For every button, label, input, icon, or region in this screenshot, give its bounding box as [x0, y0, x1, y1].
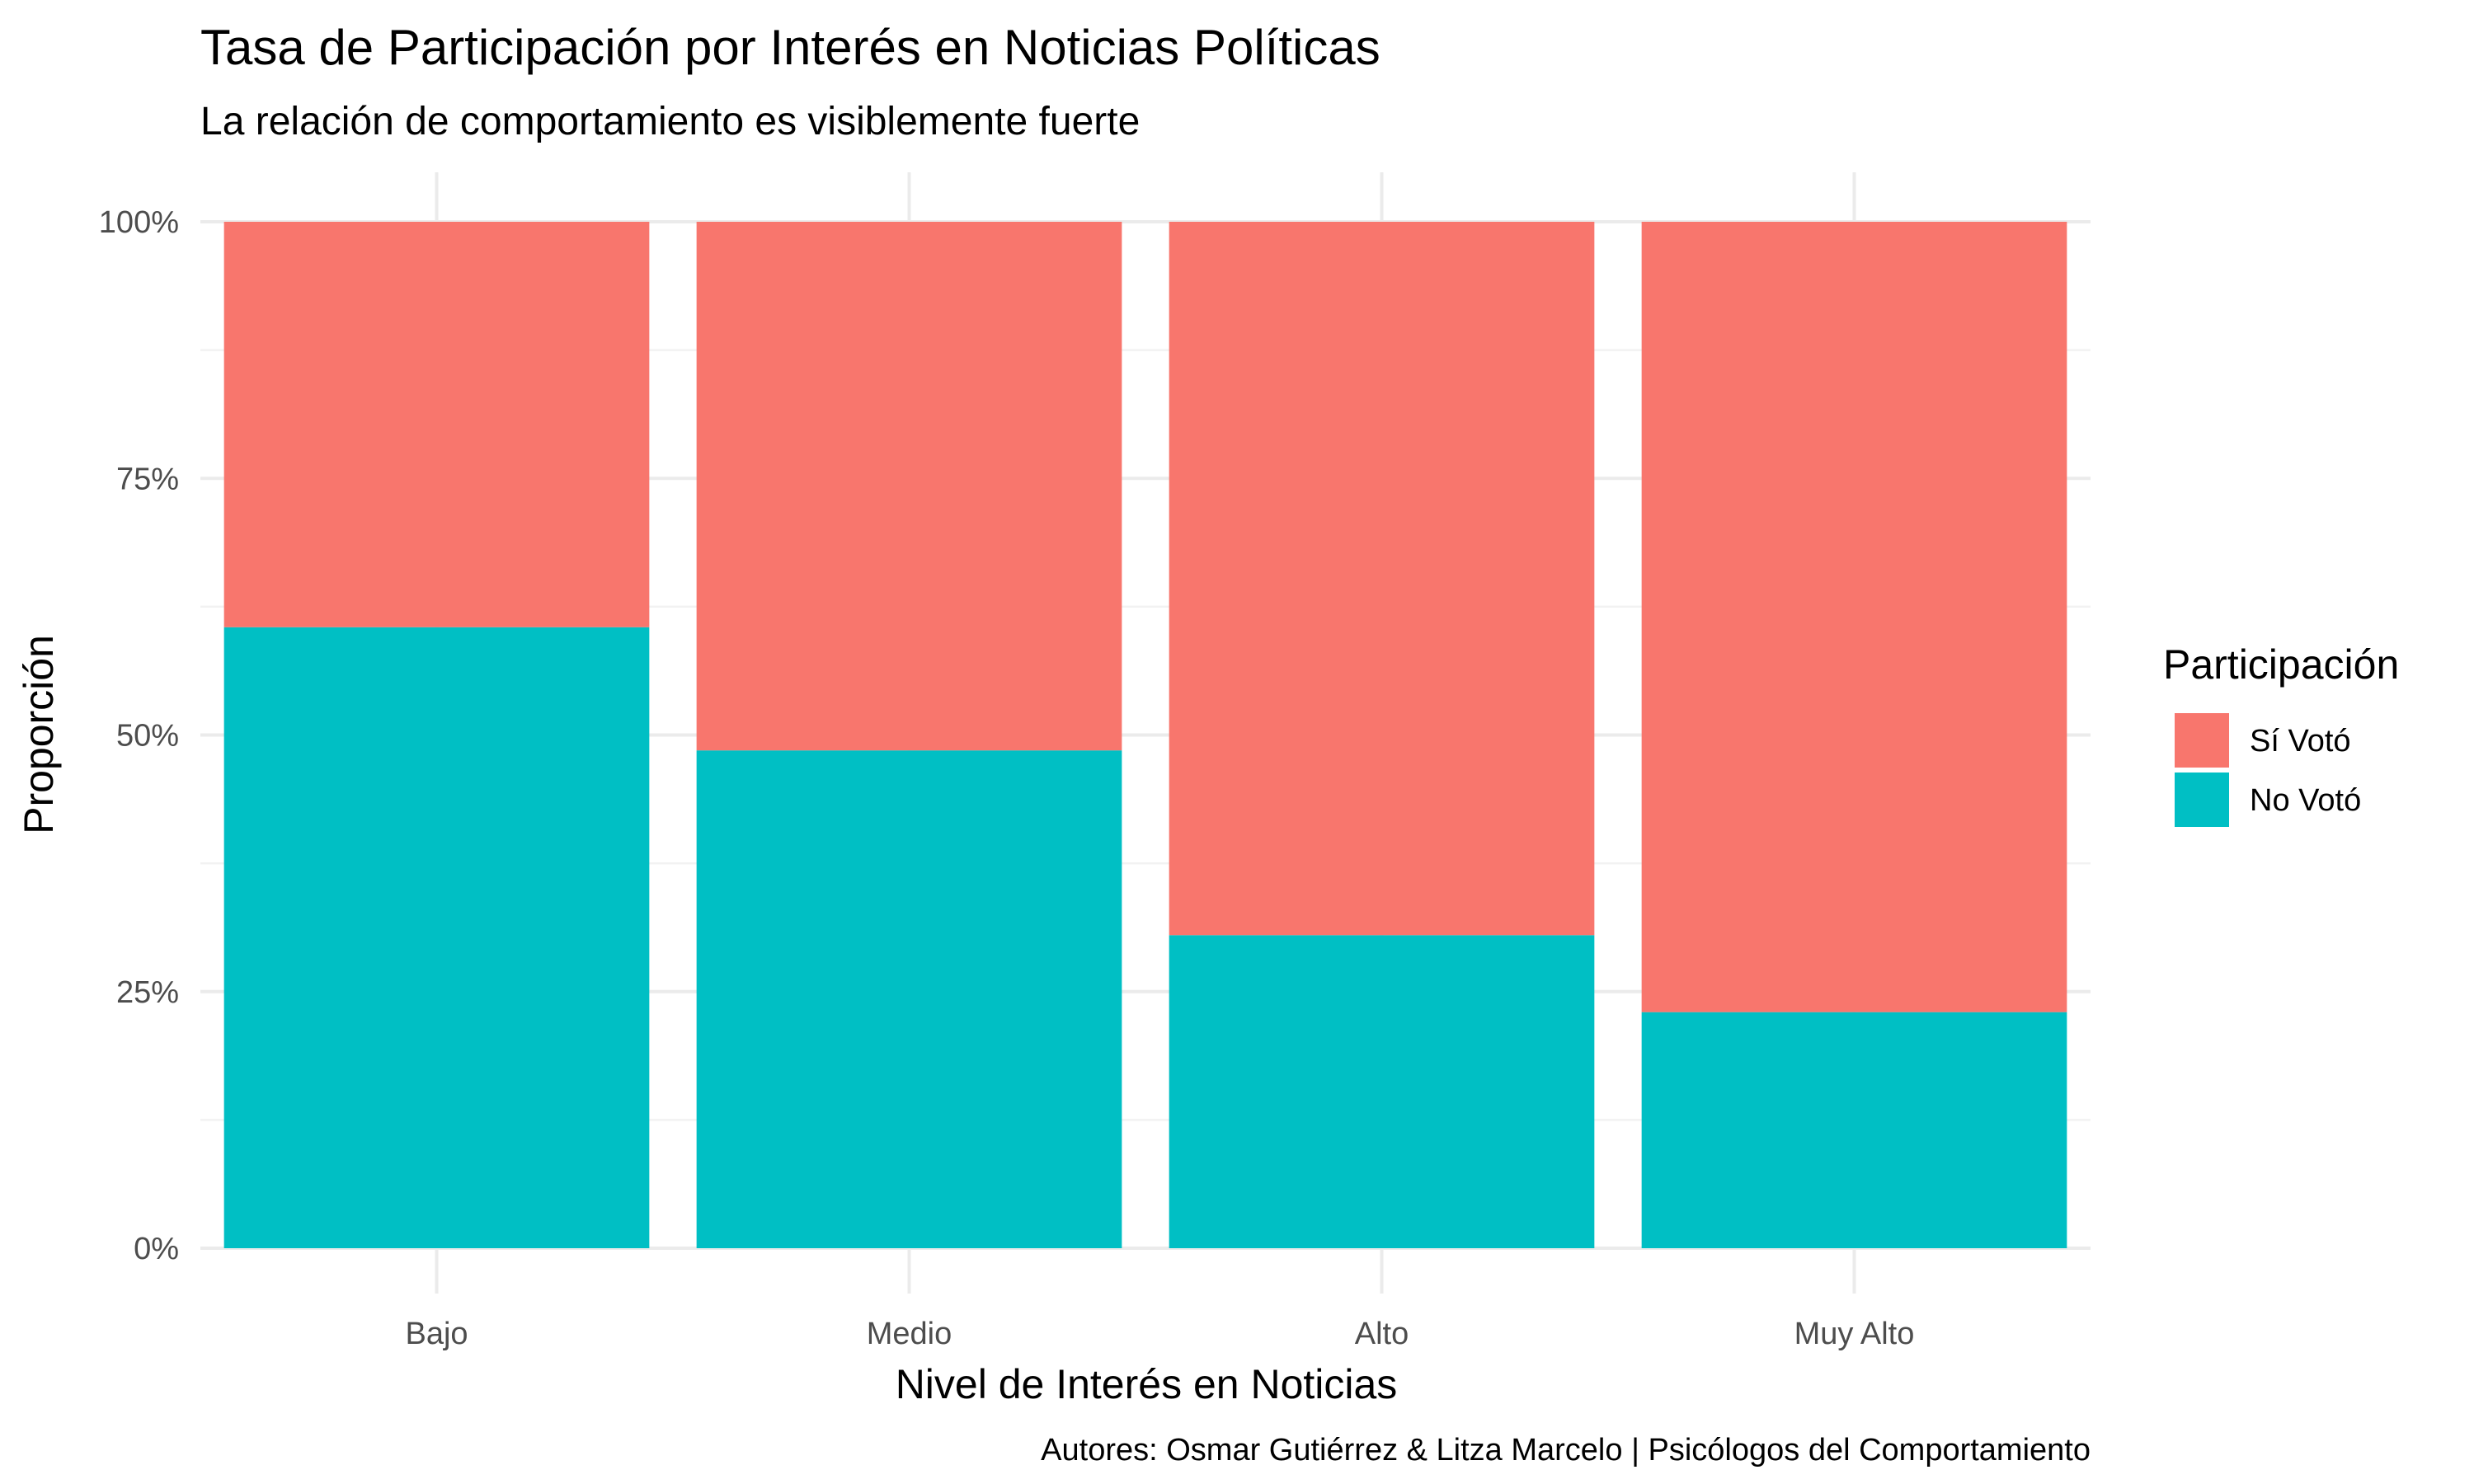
legend-label: No Votó — [2250, 783, 2361, 818]
bar-s-vot--alto — [1169, 222, 1595, 936]
y-tick-label: 50% — [116, 719, 179, 754]
bars — [223, 222, 2067, 1248]
y-axis-title: Proporción — [16, 635, 62, 834]
y-tick-label: 75% — [116, 462, 179, 496]
bar-s-vot--bajo — [223, 222, 650, 627]
chart-caption: Autores: Osmar Gutiérrez & Litza Marcelo… — [1041, 1433, 2091, 1468]
x-axis-ticks: Bajo Medio Alto Muy Alto — [405, 1317, 1914, 1351]
chart-title: Tasa de Participación por Interés en Not… — [200, 20, 1380, 75]
bar-no-vot--muy-alto — [1641, 1012, 2067, 1248]
chart-subtitle: La relación de comportamiento es visible… — [200, 100, 1140, 143]
bar-s-vot--medio — [696, 222, 1122, 751]
bar-no-vot--medio — [696, 750, 1122, 1248]
x-tick-label: Alto — [1355, 1317, 1409, 1351]
y-axis-ticks: 0% 25% 50% 75% 100% — [99, 205, 179, 1266]
y-tick-label: 25% — [116, 975, 179, 1010]
bar-no-vot--alto — [1169, 935, 1595, 1248]
y-tick-label: 100% — [99, 205, 179, 240]
legend-key — [2175, 713, 2229, 768]
y-tick-label: 0% — [134, 1232, 179, 1266]
legend-label: Sí Votó — [2250, 724, 2351, 758]
bar-s-vot--muy-alto — [1641, 222, 2067, 1012]
legend-key — [2175, 773, 2229, 827]
x-tick-label: Bajo — [405, 1317, 468, 1351]
bar-no-vot--bajo — [223, 627, 650, 1248]
x-axis-title: Nivel de Interés en Noticias — [896, 1361, 1398, 1407]
legend: Participación Sí Votó No Votó — [2163, 641, 2399, 827]
x-tick-label: Medio — [867, 1317, 952, 1351]
x-tick-label: Muy Alto — [1794, 1317, 1915, 1351]
legend-title: Participación — [2163, 641, 2399, 688]
